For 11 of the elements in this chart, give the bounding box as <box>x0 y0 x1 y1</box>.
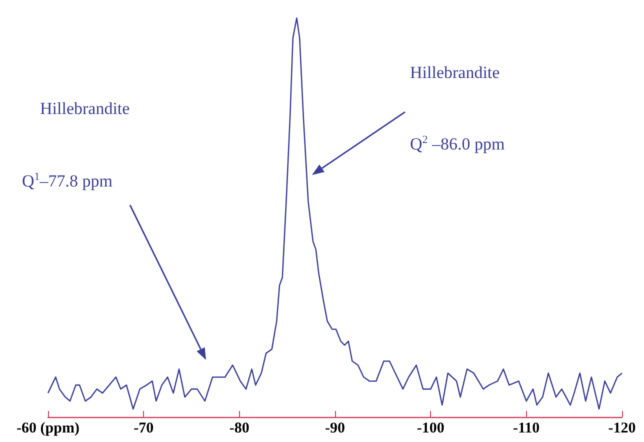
annotation: Q$^{1}$–77.8 ppm <box>22 171 113 191</box>
x-tick-label: -60 (ppm) <box>16 420 80 436</box>
x-tick-label: -110 <box>512 420 540 436</box>
x-tick-label: -90 <box>325 420 345 436</box>
annotation: Q$^{2}$ –86.0 ppm <box>410 134 505 154</box>
x-tick-label: -120 <box>608 420 636 436</box>
annotation: Hillebrandite <box>410 63 500 82</box>
annotation: Hillebrandite <box>40 99 130 118</box>
x-tick-label: -100 <box>416 420 444 436</box>
x-tick-label: -70 <box>134 420 154 436</box>
x-tick-label: -80 <box>229 420 250 436</box>
